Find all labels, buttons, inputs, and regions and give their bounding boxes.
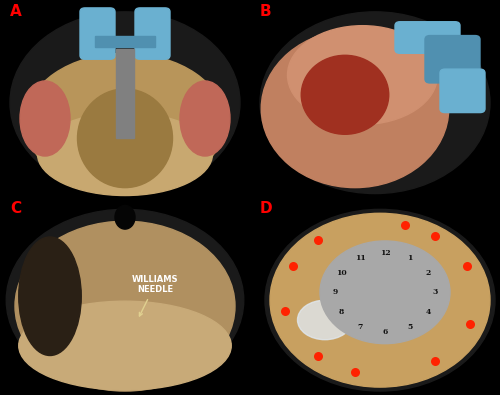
Text: 12: 12	[380, 249, 390, 257]
Text: WILLIAMS
NEEDLE: WILLIAMS NEEDLE	[132, 275, 178, 316]
Ellipse shape	[265, 209, 495, 391]
FancyBboxPatch shape	[135, 8, 170, 59]
Bar	[116, 49, 134, 138]
Text: 2: 2	[426, 269, 431, 276]
Ellipse shape	[6, 209, 244, 391]
Text: A: A	[10, 4, 22, 19]
Ellipse shape	[78, 89, 172, 188]
Ellipse shape	[20, 81, 70, 156]
Ellipse shape	[260, 12, 490, 194]
Text: 4: 4	[426, 308, 431, 316]
FancyBboxPatch shape	[395, 22, 460, 53]
Ellipse shape	[298, 300, 352, 340]
Ellipse shape	[288, 26, 438, 124]
FancyBboxPatch shape	[425, 36, 480, 83]
Ellipse shape	[15, 221, 235, 391]
Text: 3: 3	[432, 288, 438, 296]
FancyBboxPatch shape	[440, 69, 485, 113]
Text: 9: 9	[332, 288, 338, 296]
Ellipse shape	[19, 301, 231, 390]
Ellipse shape	[10, 12, 240, 194]
Text: 5: 5	[408, 322, 412, 331]
Ellipse shape	[115, 205, 135, 229]
Text: C: C	[10, 201, 21, 216]
Bar	[95, 36, 155, 47]
Text: 7: 7	[358, 322, 362, 331]
Text: 10: 10	[336, 269, 347, 276]
Ellipse shape	[261, 30, 449, 188]
Ellipse shape	[301, 55, 389, 134]
Ellipse shape	[320, 241, 450, 344]
Ellipse shape	[38, 113, 212, 196]
Ellipse shape	[180, 81, 230, 156]
Ellipse shape	[25, 53, 225, 192]
Text: D: D	[260, 201, 272, 216]
Text: 6: 6	[382, 328, 388, 336]
Text: 11: 11	[354, 254, 366, 262]
Ellipse shape	[19, 237, 81, 356]
FancyBboxPatch shape	[80, 8, 115, 59]
Text: 8: 8	[339, 308, 344, 316]
Ellipse shape	[270, 213, 490, 387]
Text: 1: 1	[408, 254, 412, 262]
Text: B: B	[260, 4, 272, 19]
